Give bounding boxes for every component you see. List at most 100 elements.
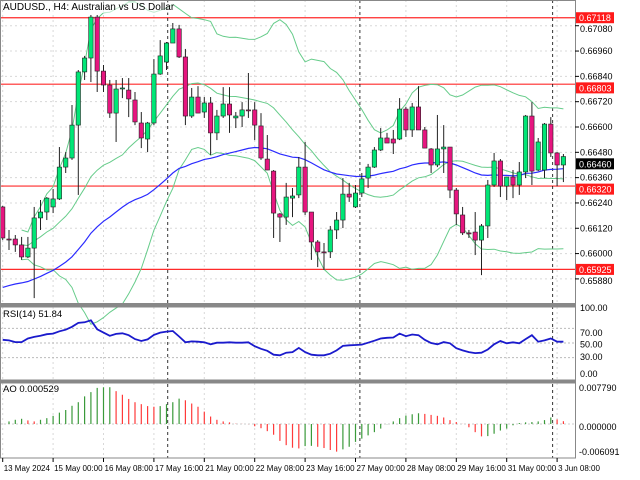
candle: [390, 129, 396, 155]
price-tick-label: 0.67080: [580, 24, 613, 34]
candle: [422, 127, 428, 149]
candle: [359, 172, 365, 198]
candle: [340, 178, 346, 229]
candle: [491, 152, 497, 187]
time-tick-label: 31 May 00:00: [508, 464, 557, 473]
candle: [75, 70, 81, 195]
candle-body: [245, 109, 251, 112]
candle-body: [176, 28, 182, 58]
level-price-tag: [576, 12, 614, 24]
time-axis[interactable]: 13 May 2024 15 May 00:00 16 May 08:00 17 Ma…: [2, 458, 601, 473]
moving-average-line: [2, 146, 564, 288]
candle-body: [321, 251, 327, 254]
candle-body: [390, 138, 396, 144]
candle: [554, 152, 560, 187]
candle-body: [504, 176, 510, 187]
grid: [0, 0, 575, 458]
candle: [107, 79, 113, 118]
price-tick-label: 0.66960: [580, 46, 613, 56]
last-price-label: 0.66460: [579, 159, 612, 169]
candle-body: [75, 71, 81, 126]
candle-body: [541, 123, 547, 171]
candle: [302, 141, 308, 215]
candle-body: [107, 84, 113, 114]
candle-body: [447, 146, 453, 191]
candle: [289, 187, 295, 218]
candle-body: [145, 122, 151, 140]
candle-body: [12, 238, 18, 246]
candle-body: [138, 122, 144, 139]
candle: [245, 72, 251, 118]
time-tick-label: 17 May 16:00: [155, 464, 204, 473]
candle: [434, 114, 440, 168]
candle: [138, 112, 144, 149]
candle-body: [19, 244, 25, 258]
candle: [126, 78, 132, 118]
rsi-tick-label: 70.00: [580, 328, 603, 338]
candle: [220, 87, 226, 118]
bollinger-bands: [21, 1, 564, 325]
candle: [101, 64, 107, 92]
candle: [485, 179, 491, 238]
horizontal-levels[interactable]: [0, 17, 575, 271]
candle-body: [523, 115, 529, 173]
bollinger-middle-line: [21, 82, 564, 247]
panel-separator: [0, 380, 576, 383]
candle-body: [157, 55, 163, 75]
candle-body: [50, 198, 56, 208]
level-price-label: 0.66803: [579, 83, 612, 93]
candle-body: [346, 193, 352, 198]
price-tick-label: 0.66360: [580, 173, 613, 183]
candle: [365, 163, 371, 188]
candle-body: [497, 160, 503, 187]
rsi-label: RSI(14) 51.84: [3, 309, 63, 320]
candle-body: [289, 195, 295, 199]
candle: [201, 97, 207, 118]
ao-tick-label: 0.007790: [579, 383, 617, 393]
candle-body: [434, 148, 440, 166]
candle-body: [63, 157, 69, 168]
candle-body: [189, 96, 195, 117]
ao-panel: [8, 387, 565, 452]
rsi-tick-label: 0.00: [580, 369, 598, 379]
panel-separator: [0, 303, 576, 307]
candle: [151, 59, 157, 126]
candle-body: [56, 166, 62, 200]
candle: [378, 128, 384, 152]
candle-body: [334, 219, 340, 231]
candle: [466, 229, 472, 238]
candle-body: [208, 102, 214, 134]
moving-average: [2, 146, 564, 288]
candle-body: [453, 189, 459, 215]
level-price-label: 0.66320: [579, 185, 612, 195]
rsi-line: [2, 319, 564, 357]
candle-body: [88, 16, 94, 59]
candle: [63, 152, 69, 173]
candle-body: [428, 148, 434, 166]
candle-body: [82, 57, 88, 73]
candle-body: [315, 241, 321, 253]
candle-body: [0, 206, 6, 239]
candle-body: [220, 103, 226, 117]
candle: [69, 105, 75, 160]
candle-body: [239, 109, 245, 117]
candle: [334, 212, 340, 240]
candle: [239, 102, 245, 127]
candle-body: [119, 87, 125, 90]
candle: [428, 148, 434, 173]
candle-body: [378, 137, 384, 151]
candle-body: [535, 141, 541, 171]
candle-body: [302, 166, 308, 213]
candle-body: [371, 149, 377, 168]
candle-body: [233, 115, 239, 119]
rsi-panel: [2, 319, 564, 357]
candle: [397, 98, 403, 141]
candle-body: [384, 137, 390, 144]
bollinger-lower-line: [21, 146, 564, 325]
candle: [548, 117, 554, 157]
candle: [119, 78, 125, 99]
vertical-separators: [167, 0, 554, 458]
candle: [195, 86, 201, 114]
